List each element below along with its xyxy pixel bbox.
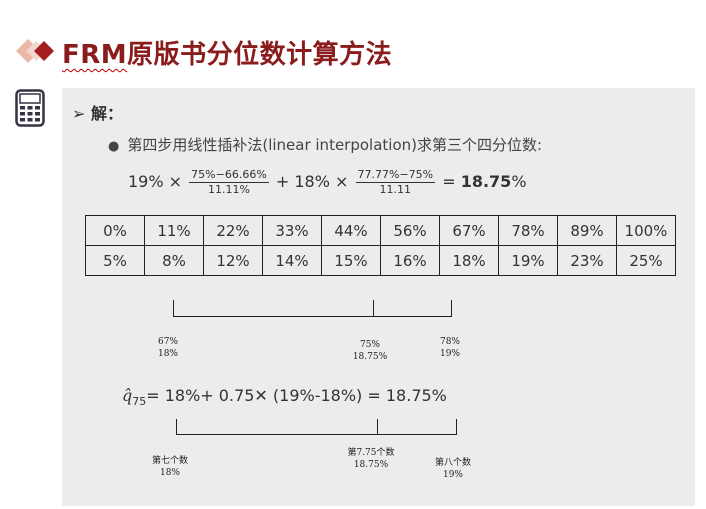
label-bottom: 18% xyxy=(157,349,178,359)
table-cell: 5% xyxy=(85,245,145,276)
dot-bullet-icon: ● xyxy=(108,139,120,154)
table-cell: 100% xyxy=(616,215,676,246)
page-title: FRM原版书分位数计算方法 xyxy=(62,34,392,71)
answer-heading: ➢ 解： xyxy=(72,100,123,124)
calculator-icon xyxy=(15,89,45,127)
content-panel xyxy=(62,88,695,506)
bracket1-label-mid: 75% 18.75% xyxy=(347,339,393,363)
formula-fraction-1: 75%−66.66% 11.11% xyxy=(189,168,269,197)
bracket-tick xyxy=(456,419,457,435)
table-cell: 12% xyxy=(203,245,263,276)
bracket-tick xyxy=(176,419,177,435)
formula-equals: = xyxy=(442,172,456,191)
bracket-tick xyxy=(377,419,378,435)
label-top: 78% xyxy=(439,337,460,347)
label-bottom: 19% xyxy=(439,349,460,359)
label-bottom: 18.75% xyxy=(352,352,388,362)
title-prefix: FRM xyxy=(62,40,128,70)
bracket2-label-right: 第八个数 19% xyxy=(423,457,483,481)
table-cell: 19% xyxy=(498,245,558,276)
label-top: 第八个数 xyxy=(434,458,471,468)
table-cell: 23% xyxy=(557,245,617,276)
interpolation-formula: 19% × 75%−66.66% 11.11% + 18% × 77.77%−75… xyxy=(128,168,527,197)
table-cell: 89% xyxy=(557,215,617,246)
bracket-tick xyxy=(373,300,374,317)
formula-term2-coef: + 18% × xyxy=(275,172,349,191)
answer-label: 解： xyxy=(90,104,123,123)
q-hat-symbol: q̂ xyxy=(122,386,133,405)
step-line: ● 第四步用线性插补法(linear interpolation)求第三个四分位数… xyxy=(108,134,542,155)
quantile-expression: = 18%+ 0.75✕ (19%-18%) = 18.75% xyxy=(146,386,447,405)
table-cell: 16% xyxy=(380,245,440,276)
bracket1-label-left: 67% 18% xyxy=(150,336,186,360)
bracket-tick xyxy=(451,300,452,317)
table-cell: 0% xyxy=(85,215,145,246)
label-bottom: 19% xyxy=(442,470,463,480)
table-cell: 44% xyxy=(321,215,381,246)
bracket2-label-mid: 第7.75个数 18.75% xyxy=(338,447,404,471)
percentile-table: 0% 11% 22% 33% 44% 56% 67% 78% 89% 100% … xyxy=(85,215,676,276)
bracket-line xyxy=(173,316,452,317)
table-cell: 25% xyxy=(616,245,676,276)
table-cell: 22% xyxy=(203,215,263,246)
fraction2-denominator: 11.11 xyxy=(379,183,412,196)
bracket-line xyxy=(176,434,457,435)
table-row-percentiles: 0% 11% 22% 33% 44% 56% 67% 78% 89% 100% xyxy=(85,215,676,246)
step-text: 第四步用线性插补法(linear interpolation)求第三个四分位数: xyxy=(127,136,543,154)
fraction1-denominator: 11.11% xyxy=(207,183,250,196)
q-hat-subscript: 75 xyxy=(132,395,147,409)
table-cell: 15% xyxy=(321,245,381,276)
label-bottom: 18.75% xyxy=(353,460,389,470)
title-text: 原版书分位数计算方法 xyxy=(127,40,393,70)
label-top: 第七个数 xyxy=(151,456,188,466)
table-cell: 8% xyxy=(144,245,204,276)
table-cell: 67% xyxy=(439,215,499,246)
bracket-tick xyxy=(173,300,174,317)
table-cell: 18% xyxy=(439,245,499,276)
fraction2-numerator: 77.77%−75% xyxy=(355,168,436,183)
fraction1-numerator: 75%−66.66% xyxy=(189,168,269,183)
bracket1-label-right: 78% 19% xyxy=(432,336,468,360)
table-cell: 56% xyxy=(380,215,440,246)
table-cell: 14% xyxy=(262,245,322,276)
table-row-values: 5% 8% 12% 14% 15% 16% 18% 19% 23% 25% xyxy=(85,245,676,276)
arrow-bullet-icon: ➢ xyxy=(72,104,86,123)
bracket-1 xyxy=(173,300,453,320)
quantile-formula: q̂75= 18%+ 0.75✕ (19%-18%) = 18.75% xyxy=(122,386,447,408)
formula-fraction-2: 77.77%−75% 11.11 xyxy=(355,168,436,197)
table-cell: 33% xyxy=(262,215,322,246)
formula-term1-coef: 19% × xyxy=(128,172,183,191)
table-cell: 78% xyxy=(498,215,558,246)
formula-result: 18.75 xyxy=(460,172,512,191)
label-top: 第7.75个数 xyxy=(347,448,395,458)
bracket2-label-left: 第七个数 18% xyxy=(140,455,200,479)
label-top: 75% xyxy=(359,340,380,350)
label-top: 67% xyxy=(157,337,178,347)
header-diamond-icon xyxy=(16,39,54,63)
formula-result-unit: % xyxy=(511,172,527,191)
bracket-2 xyxy=(176,419,458,439)
table-cell: 11% xyxy=(144,215,204,246)
label-bottom: 18% xyxy=(159,468,180,478)
